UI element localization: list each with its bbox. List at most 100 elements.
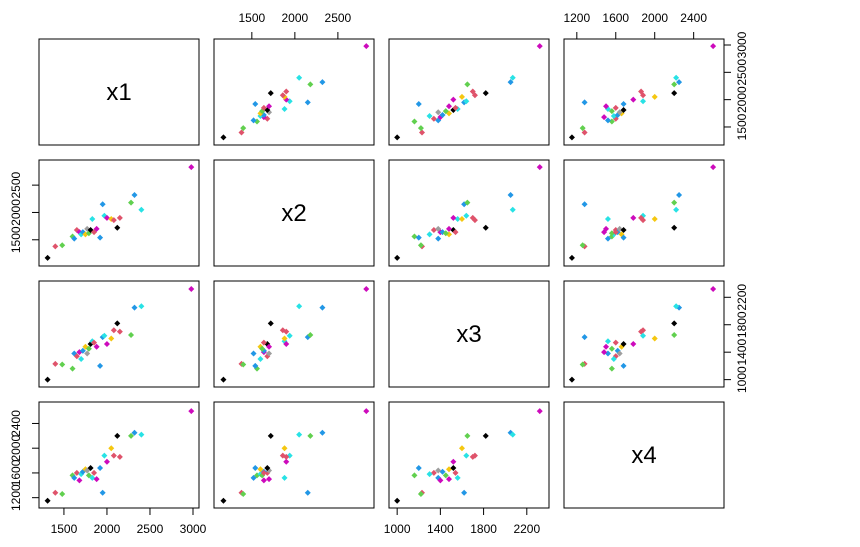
data-point-20 [281, 335, 288, 342]
data-point-24 [128, 332, 135, 339]
data-point-16 [252, 464, 259, 471]
data-point-22 [114, 432, 121, 439]
data-point-19 [283, 340, 290, 347]
data-point-24 [128, 432, 135, 439]
data-point-24 [671, 332, 678, 339]
data-point-24 [671, 199, 678, 206]
data-point-17 [99, 489, 106, 496]
panel-frame [563, 159, 725, 267]
tick-label: 1500 [9, 226, 23, 253]
data-point-2 [59, 361, 66, 368]
data-point-23 [116, 214, 123, 221]
panel-x2-vs-x4 [563, 159, 725, 267]
panel-x4-vs-x1 [38, 401, 200, 509]
data-point-20 [281, 445, 288, 452]
data-point-24 [464, 432, 471, 439]
tick-label: 2500 [137, 522, 164, 536]
data-point-4 [604, 235, 611, 242]
tick-label: 2500 [735, 59, 749, 86]
tick-label: 1600 [602, 11, 629, 25]
data-point-26 [296, 431, 303, 438]
data-point-4 [71, 474, 78, 481]
data-point-11 [85, 345, 92, 352]
data-point-0 [394, 254, 401, 261]
data-point-25 [507, 79, 514, 86]
data-point-14 [91, 469, 98, 476]
data-point-22 [482, 90, 489, 97]
data-point-10 [435, 467, 442, 474]
data-point-27 [536, 43, 543, 50]
data-point-14 [452, 229, 459, 236]
data-point-20 [651, 335, 658, 342]
tick-label: 2400 [680, 11, 707, 25]
data-point-27 [710, 286, 717, 293]
data-point-7 [426, 113, 433, 120]
data-point-24 [671, 81, 678, 88]
data-point-24 [307, 432, 314, 439]
data-point-11 [259, 345, 266, 352]
data-point-2 [240, 361, 247, 368]
tick-label: 1400 [735, 339, 749, 366]
panel-frame [213, 280, 375, 388]
tick-label: 1200 [563, 11, 590, 25]
data-point-14 [260, 104, 267, 111]
data-point-1 [52, 243, 59, 250]
tick-label: 2000 [735, 86, 749, 113]
data-point-26 [138, 303, 145, 310]
data-point-13 [454, 216, 461, 223]
data-point-23 [638, 88, 645, 95]
data-point-27 [710, 164, 717, 171]
data-point-7 [257, 356, 264, 363]
tick-label: 2500 [325, 11, 352, 25]
panel-frame [213, 401, 375, 509]
tick-label: 1800 [735, 311, 749, 338]
data-point-12 [87, 464, 94, 471]
data-point-15 [93, 225, 100, 232]
data-point-4 [71, 235, 78, 242]
data-point-6 [437, 477, 444, 484]
panel-x4-vs-x2 [213, 401, 375, 509]
data-point-9 [257, 466, 264, 473]
tick-label: 2200 [513, 522, 540, 536]
data-point-24 [464, 81, 471, 88]
data-point-22 [267, 432, 274, 439]
data-point-18 [640, 332, 647, 339]
data-point-12 [620, 107, 627, 114]
data-point-26 [138, 206, 145, 213]
data-point-6 [260, 477, 267, 484]
data-point-15 [603, 225, 610, 232]
data-point-19 [630, 340, 637, 347]
data-point-14 [260, 469, 267, 476]
data-point-11 [608, 345, 615, 352]
data-point-16 [252, 362, 259, 369]
data-point-10 [616, 350, 623, 357]
tick-label: 3000 [735, 31, 749, 58]
panel-x3-vs-x2 [213, 280, 375, 388]
tick-label: 2500 [9, 171, 23, 198]
data-point-19 [630, 96, 637, 103]
data-point-16 [620, 362, 627, 369]
panel-frame [388, 38, 550, 146]
data-point-27 [188, 408, 195, 415]
data-point-2 [579, 242, 586, 249]
data-point-27 [188, 286, 195, 293]
data-point-14 [612, 339, 619, 346]
data-point-2 [59, 490, 66, 497]
data-point-17 [581, 201, 588, 208]
panel-x4-vs-x3 [388, 401, 550, 509]
variable-label-x1: x1 [106, 79, 131, 106]
data-point-21 [110, 327, 117, 334]
panel-x3-vs-x4 [563, 280, 725, 388]
data-point-19 [630, 214, 637, 221]
panel-x2-vs-x3 [388, 159, 550, 267]
data-point-24 [128, 199, 135, 206]
data-point-16 [620, 101, 627, 108]
data-point-21 [279, 92, 286, 99]
data-point-26 [509, 431, 516, 438]
data-point-22 [671, 90, 678, 97]
data-point-22 [482, 432, 489, 439]
data-point-17 [99, 201, 106, 208]
